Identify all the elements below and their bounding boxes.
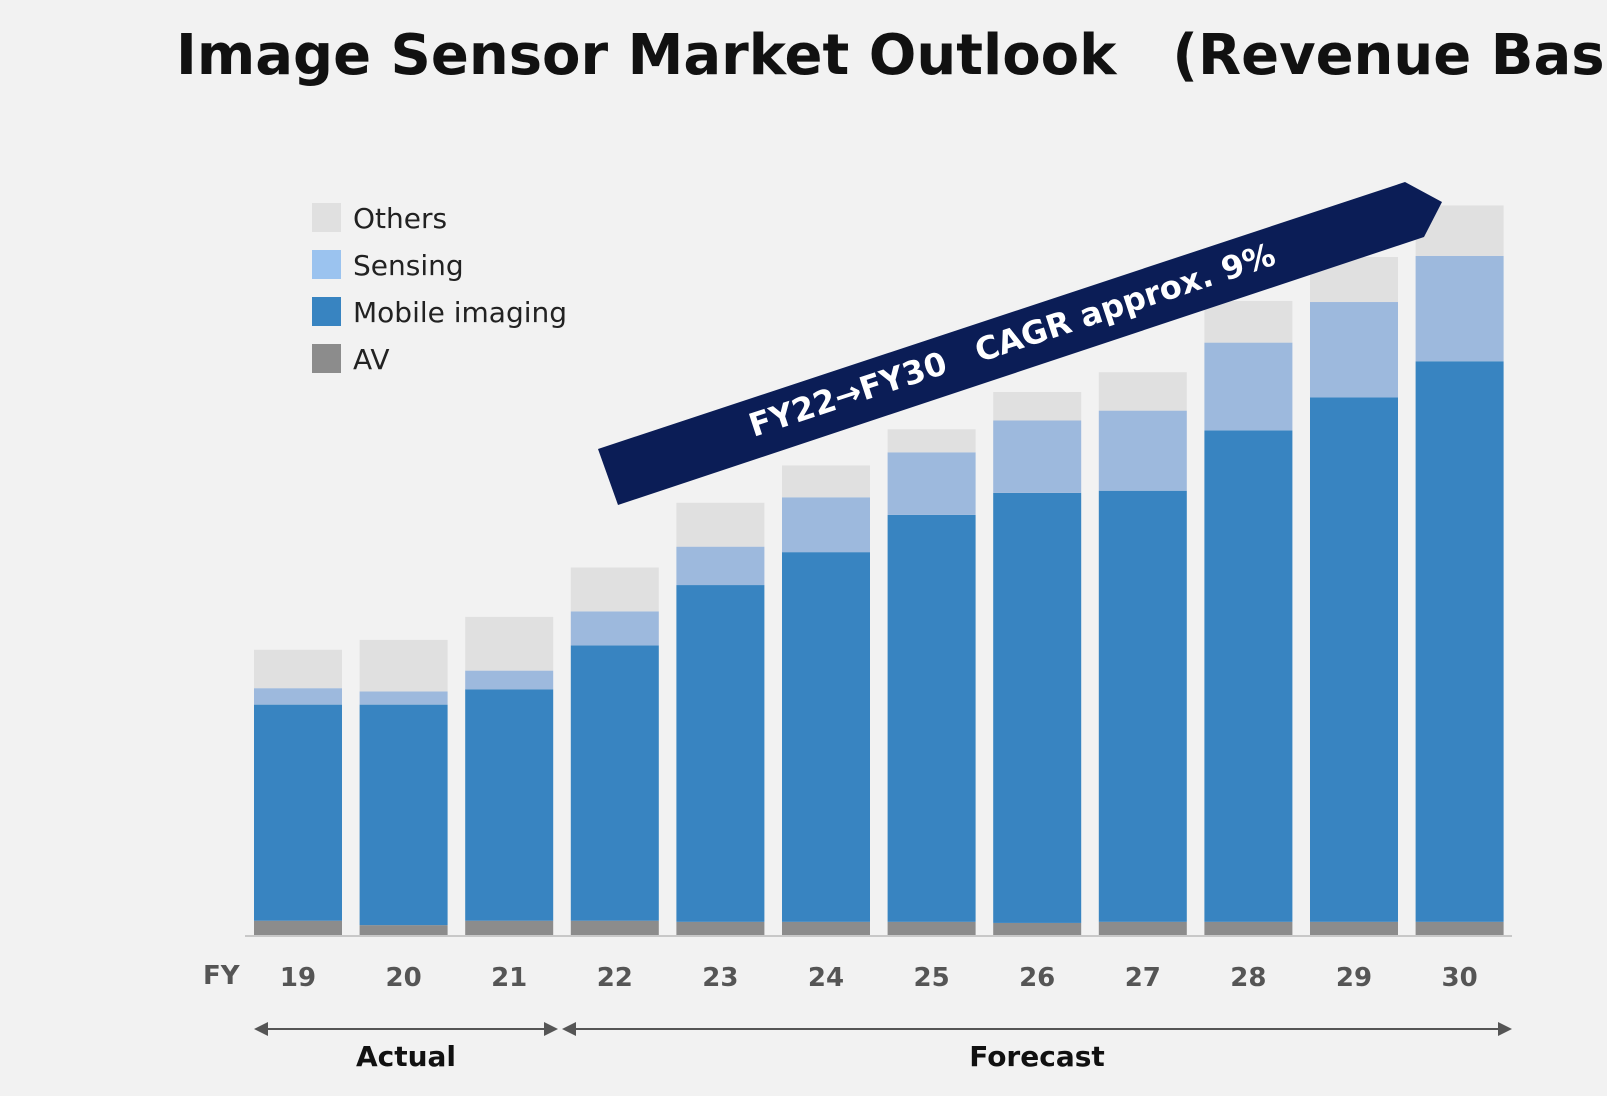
period-arrowhead-right-forecast	[1498, 1022, 1512, 1036]
bar-segment-mobile-imaging-fy29	[1310, 397, 1398, 922]
bar-segment-sensing-fy24	[782, 497, 870, 553]
legend-label-av: AV	[353, 343, 390, 376]
bars	[254, 205, 1504, 935]
x-tick-label: 30	[1442, 963, 1478, 993]
bar-segment-others-fy24	[782, 465, 870, 498]
period-label-actual: Actual	[356, 1040, 456, 1073]
bar-segment-others-fy22	[570, 567, 659, 612]
period-label-forecast: Forecast	[969, 1040, 1105, 1073]
x-tick-label: 22	[597, 963, 633, 993]
bar-segment-mobile-imaging-fy23	[676, 585, 765, 922]
bar-segment-mobile-imaging-fy19	[254, 704, 342, 921]
x-tick-label: 23	[702, 963, 738, 993]
period-arrowhead-right-actual	[544, 1022, 558, 1036]
x-tick-label: 21	[491, 963, 527, 993]
bar-segment-av-fy28	[1204, 921, 1293, 935]
x-tick-label: 26	[1019, 963, 1055, 993]
bar-segment-others-fy20	[359, 639, 448, 692]
x-axis-prefix: FY	[203, 961, 241, 991]
bar-segment-sensing-fy29	[1310, 302, 1398, 398]
legend-swatch-mobile-imaging	[312, 297, 341, 326]
legend-swatch-others	[312, 203, 341, 232]
bar-segment-av-fy29	[1310, 921, 1398, 935]
bar-segment-av-fy26	[993, 922, 1082, 935]
legend-label-sensing: Sensing	[353, 249, 464, 282]
bar-segment-av-fy23	[676, 921, 765, 935]
chart-title: Image Sensor Market Outlook (Revenue Bas…	[176, 23, 1607, 88]
bar-segment-mobile-imaging-fy25	[887, 514, 976, 922]
bar-segment-sensing-fy27	[1098, 410, 1187, 491]
x-tick-label: 19	[280, 963, 316, 993]
bar-segment-av-fy24	[782, 921, 870, 935]
x-tick-label: 25	[914, 963, 950, 993]
period-arrowhead-left-forecast	[562, 1022, 576, 1036]
bar-segment-sensing-fy19	[254, 688, 342, 705]
bar-segment-av-fy21	[465, 920, 554, 935]
bar-segment-av-fy19	[254, 920, 342, 935]
x-tick-label: 24	[808, 963, 844, 993]
bar-segment-sensing-fy26	[993, 420, 1082, 493]
bar-segment-others-fy26	[993, 391, 1082, 421]
x-tick-label: 28	[1230, 963, 1266, 993]
bar-segment-sensing-fy22	[570, 611, 659, 646]
bar-segment-sensing-fy30	[1415, 255, 1504, 362]
bar-segment-av-fy30	[1415, 921, 1504, 935]
bar-segment-mobile-imaging-fy26	[993, 492, 1082, 923]
bar-segment-mobile-imaging-fy30	[1415, 361, 1504, 922]
cagr-arrow	[598, 182, 1442, 505]
bar-segment-mobile-imaging-fy24	[782, 552, 870, 922]
bar-segment-sensing-fy21	[465, 670, 554, 690]
bar-segment-others-fy23	[676, 502, 765, 547]
x-tick-label: 27	[1125, 963, 1161, 993]
period-arrowhead-left-actual	[254, 1022, 268, 1036]
bar-segment-mobile-imaging-fy27	[1098, 490, 1187, 922]
bar-segment-others-fy21	[465, 616, 554, 671]
x-tick-label: 20	[386, 963, 422, 993]
bar-segment-av-fy22	[570, 920, 659, 935]
bar-segment-others-fy19	[254, 649, 342, 689]
bar-segment-others-fy25	[887, 429, 976, 453]
bar-segment-others-fy27	[1098, 372, 1187, 411]
bar-segment-mobile-imaging-fy22	[570, 645, 659, 921]
legend: Others Sensing Mobile imaging AV	[312, 202, 567, 376]
x-tick-label: 29	[1336, 963, 1372, 993]
bar-segment-others-fy28	[1204, 300, 1293, 343]
bar-segment-mobile-imaging-fy28	[1204, 430, 1293, 922]
bar-segment-av-fy20	[359, 925, 448, 935]
bar-segment-av-fy27	[1098, 921, 1187, 935]
bar-segment-sensing-fy20	[359, 691, 448, 705]
bar-segment-av-fy25	[887, 921, 976, 935]
legend-label-others: Others	[353, 202, 447, 235]
legend-swatch-sensing	[312, 250, 341, 279]
period-ranges: Actual Forecast	[254, 1022, 1512, 1073]
x-tick-labels: 19 20 21 22 23 24 25 26 27 28 29 30	[280, 963, 1478, 993]
bar-segment-sensing-fy23	[676, 546, 765, 586]
bar-segment-mobile-imaging-fy21	[465, 689, 554, 921]
bar-segment-sensing-fy28	[1204, 342, 1293, 431]
legend-label-mobile-imaging: Mobile imaging	[353, 296, 567, 329]
legend-swatch-av	[312, 344, 341, 373]
bar-segment-sensing-fy25	[887, 452, 976, 515]
bar-segment-mobile-imaging-fy20	[359, 704, 448, 926]
